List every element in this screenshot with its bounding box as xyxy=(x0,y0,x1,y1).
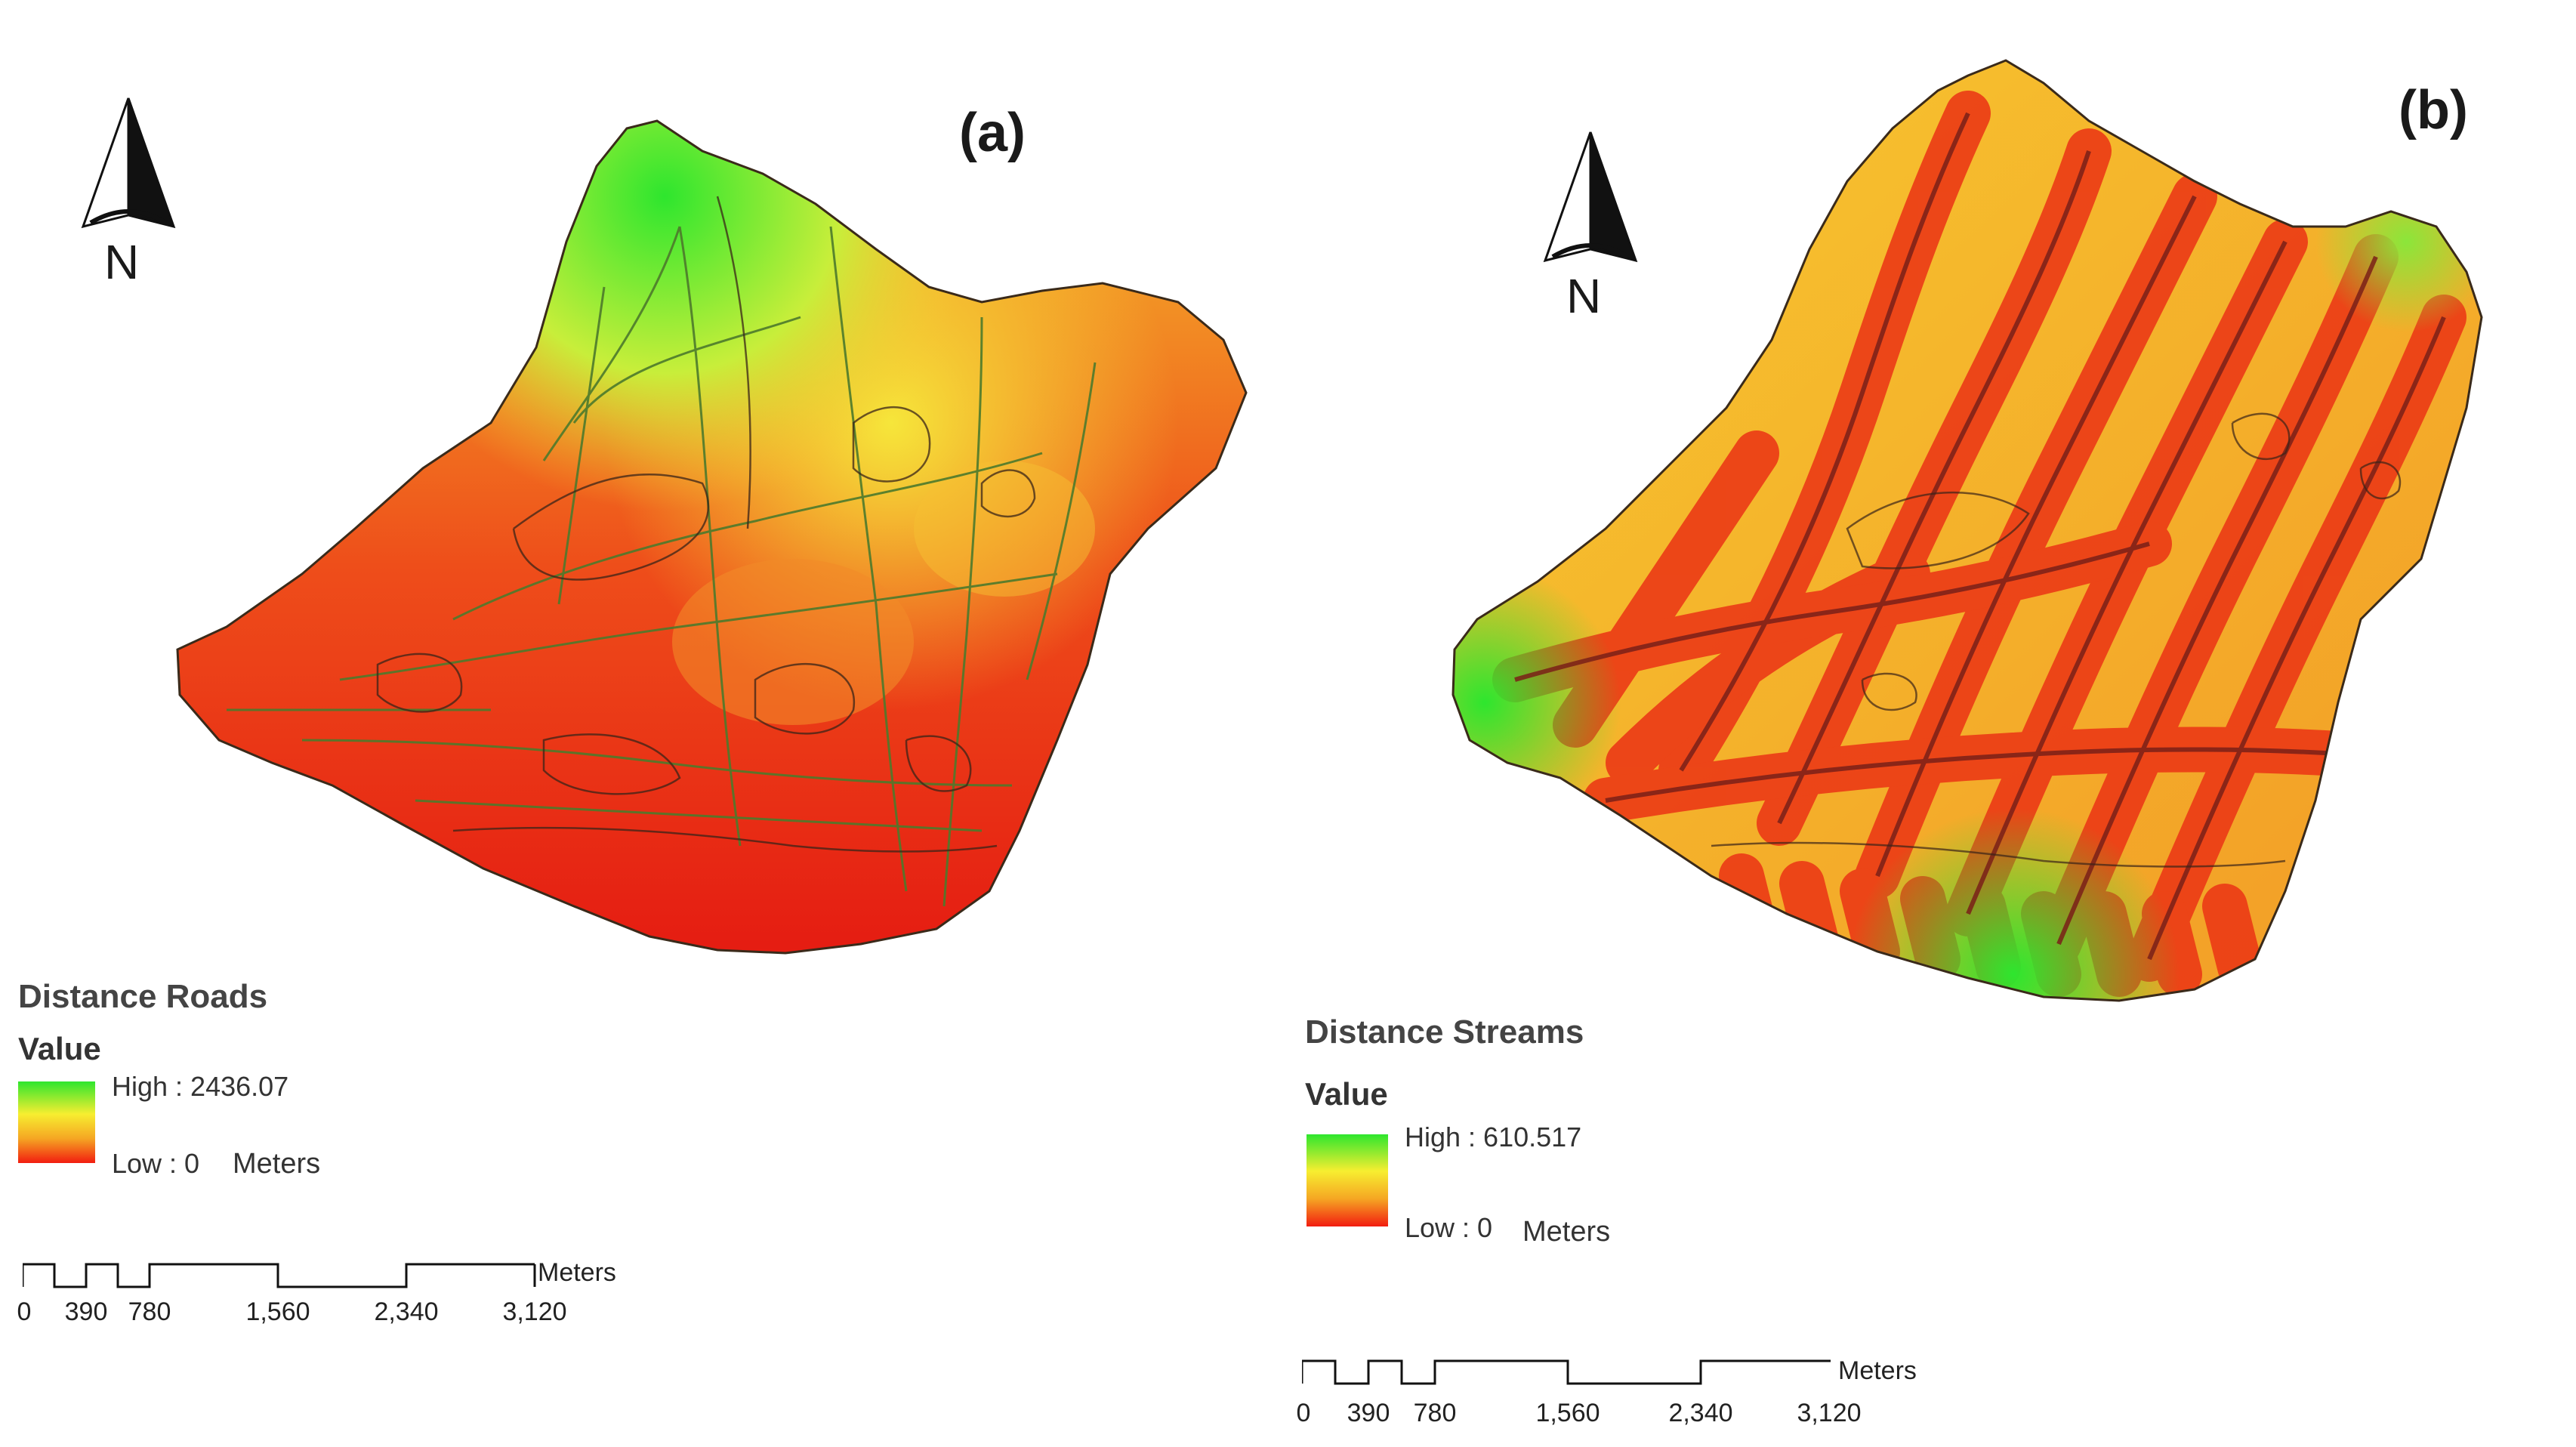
north-arrow-icon xyxy=(1543,131,1638,263)
legend-low: Low : 0 xyxy=(112,1148,200,1179)
legend-units: Meters xyxy=(233,1148,321,1180)
color-ramp xyxy=(1307,1134,1388,1226)
scale-tick: 1,560 xyxy=(245,1297,310,1326)
color-ramp xyxy=(18,1081,95,1163)
scale-tick: 3,120 xyxy=(502,1297,567,1326)
parcel-boundaries xyxy=(376,196,1036,853)
legend-low: Low : 0 xyxy=(1405,1212,1493,1243)
legend-high: High : 610.517 xyxy=(1405,1122,1582,1152)
north-arrow: N xyxy=(1538,128,1643,329)
scale-tick: 2,340 xyxy=(374,1297,439,1326)
scale-tick: 390 xyxy=(1347,1399,1390,1427)
watershed-boundary xyxy=(1452,59,2483,1002)
panel-label: (b) xyxy=(2399,80,2468,140)
scale-tick: 0 xyxy=(1296,1399,1311,1427)
scale-tick: 0 xyxy=(17,1297,32,1326)
scale-bar-graphic xyxy=(1300,1359,1834,1385)
legend-title: Distance Streams xyxy=(1305,1014,1584,1051)
map-panel-a: (a) N Distance Roads Value High : 2436.0… xyxy=(17,94,1248,1326)
scale-tick: 2,340 xyxy=(1668,1399,1733,1427)
distance-roads-map xyxy=(176,119,1248,955)
distance-streams-map xyxy=(1452,59,2483,1002)
legend-high: High : 2436.07 xyxy=(112,1071,289,1102)
scale-tick: 780 xyxy=(1413,1399,1457,1427)
scale-bar xyxy=(1300,1359,1834,1393)
legend-title: Distance Roads xyxy=(18,978,268,1015)
north-label: N xyxy=(104,235,140,289)
scale-unit: Meters xyxy=(538,1258,616,1287)
legend-value-label: Value xyxy=(1305,1076,1388,1112)
north-label: N xyxy=(1566,269,1602,323)
map-panel-b: (b) N Distance Streams Value High : 610.… xyxy=(1288,0,2576,1447)
roads-raster xyxy=(177,121,1246,953)
legend-units: Meters xyxy=(1522,1216,1611,1248)
road-network xyxy=(227,226,1097,907)
north-arrow-icon xyxy=(81,97,176,229)
scale-bar xyxy=(21,1263,551,1297)
scale-unit: Meters xyxy=(1838,1356,1917,1385)
scale-tick: 780 xyxy=(128,1297,171,1326)
stream-network xyxy=(1514,112,2446,961)
scale-tick: 390 xyxy=(64,1297,108,1326)
legend-value-label: Value xyxy=(18,1031,101,1066)
watershed-boundary xyxy=(176,119,1248,955)
north-arrow: N xyxy=(76,94,181,295)
parcel-boundaries xyxy=(1711,412,2402,868)
scale-bar-graphic xyxy=(21,1263,536,1288)
scale-tick: 1,560 xyxy=(1535,1399,1600,1427)
panel-label: (a) xyxy=(959,103,1026,163)
scale-tick: 3,120 xyxy=(1797,1399,1862,1427)
